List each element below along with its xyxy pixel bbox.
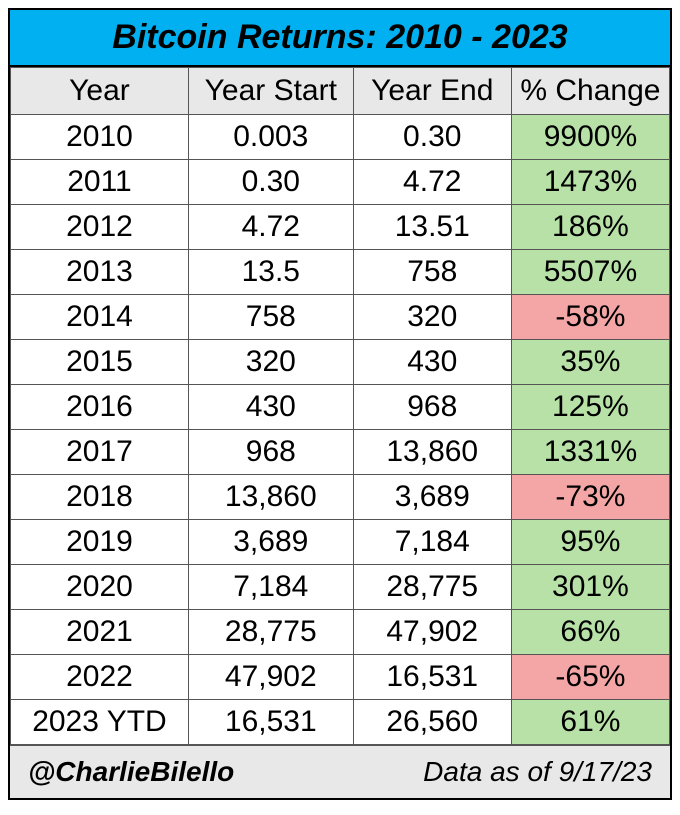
col-year-start: Year Start: [188, 68, 353, 115]
col-year-end: Year End: [353, 68, 511, 115]
cell-year-start: 13.5: [188, 250, 353, 295]
cell-year-end: 47,902: [353, 610, 511, 655]
cell-year-end: 968: [353, 385, 511, 430]
data-table: Year Year Start Year End % Change 20100.…: [10, 67, 670, 745]
cell-pct-change: 1331%: [511, 430, 669, 475]
cell-year-end: 26,560: [353, 700, 511, 745]
cell-pct-change: 61%: [511, 700, 669, 745]
cell-year-end: 430: [353, 340, 511, 385]
table-row: 202128,77547,90266%: [11, 610, 670, 655]
cell-year-start: 968: [188, 430, 353, 475]
cell-pct-change: 66%: [511, 610, 669, 655]
cell-year-start: 13,860: [188, 475, 353, 520]
cell-year: 2020: [11, 565, 189, 610]
cell-pct-change: 301%: [511, 565, 669, 610]
cell-year-start: 4.72: [188, 205, 353, 250]
cell-year: 2014: [11, 295, 189, 340]
table-row: 201796813,8601331%: [11, 430, 670, 475]
cell-year-end: 3,689: [353, 475, 511, 520]
table-row: 201313.57585507%: [11, 250, 670, 295]
table-row: 20207,18428,775301%: [11, 565, 670, 610]
table-title: Bitcoin Returns: 2010 - 2023: [10, 10, 670, 67]
cell-year-start: 0.30: [188, 160, 353, 205]
cell-year-start: 320: [188, 340, 353, 385]
cell-year-start: 758: [188, 295, 353, 340]
table-body: 20100.0030.309900%20110.304.721473%20124…: [11, 115, 670, 745]
table-row: 20110.304.721473%: [11, 160, 670, 205]
bitcoin-returns-table: Bitcoin Returns: 2010 - 2023 Year Year S…: [8, 8, 672, 800]
cell-year: 2018: [11, 475, 189, 520]
cell-pct-change: 186%: [511, 205, 669, 250]
cell-pct-change: 9900%: [511, 115, 669, 160]
cell-year-end: 4.72: [353, 160, 511, 205]
cell-year: 2012: [11, 205, 189, 250]
cell-pct-change: 95%: [511, 520, 669, 565]
cell-year: 2016: [11, 385, 189, 430]
cell-pct-change: 125%: [511, 385, 669, 430]
cell-pct-change: -73%: [511, 475, 669, 520]
cell-year-start: 7,184: [188, 565, 353, 610]
table-row: 202247,90216,531-65%: [11, 655, 670, 700]
table-row: 2014758320-58%: [11, 295, 670, 340]
cell-year-start: 3,689: [188, 520, 353, 565]
cell-year: 2019: [11, 520, 189, 565]
col-year: Year: [11, 68, 189, 115]
table-row: 20193,6897,18495%: [11, 520, 670, 565]
cell-year: 2022: [11, 655, 189, 700]
cell-year-start: 430: [188, 385, 353, 430]
cell-year-end: 7,184: [353, 520, 511, 565]
cell-year-end: 320: [353, 295, 511, 340]
cell-year: 2011: [11, 160, 189, 205]
cell-year-end: 13,860: [353, 430, 511, 475]
table-row: 20124.7213.51186%: [11, 205, 670, 250]
cell-year: 2017: [11, 430, 189, 475]
table-row: 201813,8603,689-73%: [11, 475, 670, 520]
cell-year-end: 758: [353, 250, 511, 295]
table-row: 2016430968125%: [11, 385, 670, 430]
cell-year-start: 0.003: [188, 115, 353, 160]
data-as-of: Data as of 9/17/23: [423, 756, 652, 788]
cell-pct-change: -58%: [511, 295, 669, 340]
cell-year: 2021: [11, 610, 189, 655]
cell-year: 2010: [11, 115, 189, 160]
cell-year-end: 13.51: [353, 205, 511, 250]
cell-year-start: 47,902: [188, 655, 353, 700]
table-row: 2023 YTD16,53126,56061%: [11, 700, 670, 745]
author-handle: @CharlieBilello: [28, 756, 234, 788]
col-pct-change: % Change: [511, 68, 669, 115]
cell-year: 2013: [11, 250, 189, 295]
cell-year-end: 28,775: [353, 565, 511, 610]
cell-year-start: 28,775: [188, 610, 353, 655]
cell-year-end: 0.30: [353, 115, 511, 160]
table-row: 201532043035%: [11, 340, 670, 385]
header-row: Year Year Start Year End % Change: [11, 68, 670, 115]
cell-pct-change: -65%: [511, 655, 669, 700]
table-row: 20100.0030.309900%: [11, 115, 670, 160]
cell-year-start: 16,531: [188, 700, 353, 745]
cell-year-end: 16,531: [353, 655, 511, 700]
cell-year: 2015: [11, 340, 189, 385]
table-footer: @CharlieBilello Data as of 9/17/23: [10, 745, 670, 798]
cell-pct-change: 5507%: [511, 250, 669, 295]
cell-pct-change: 35%: [511, 340, 669, 385]
cell-year: 2023 YTD: [11, 700, 189, 745]
cell-pct-change: 1473%: [511, 160, 669, 205]
